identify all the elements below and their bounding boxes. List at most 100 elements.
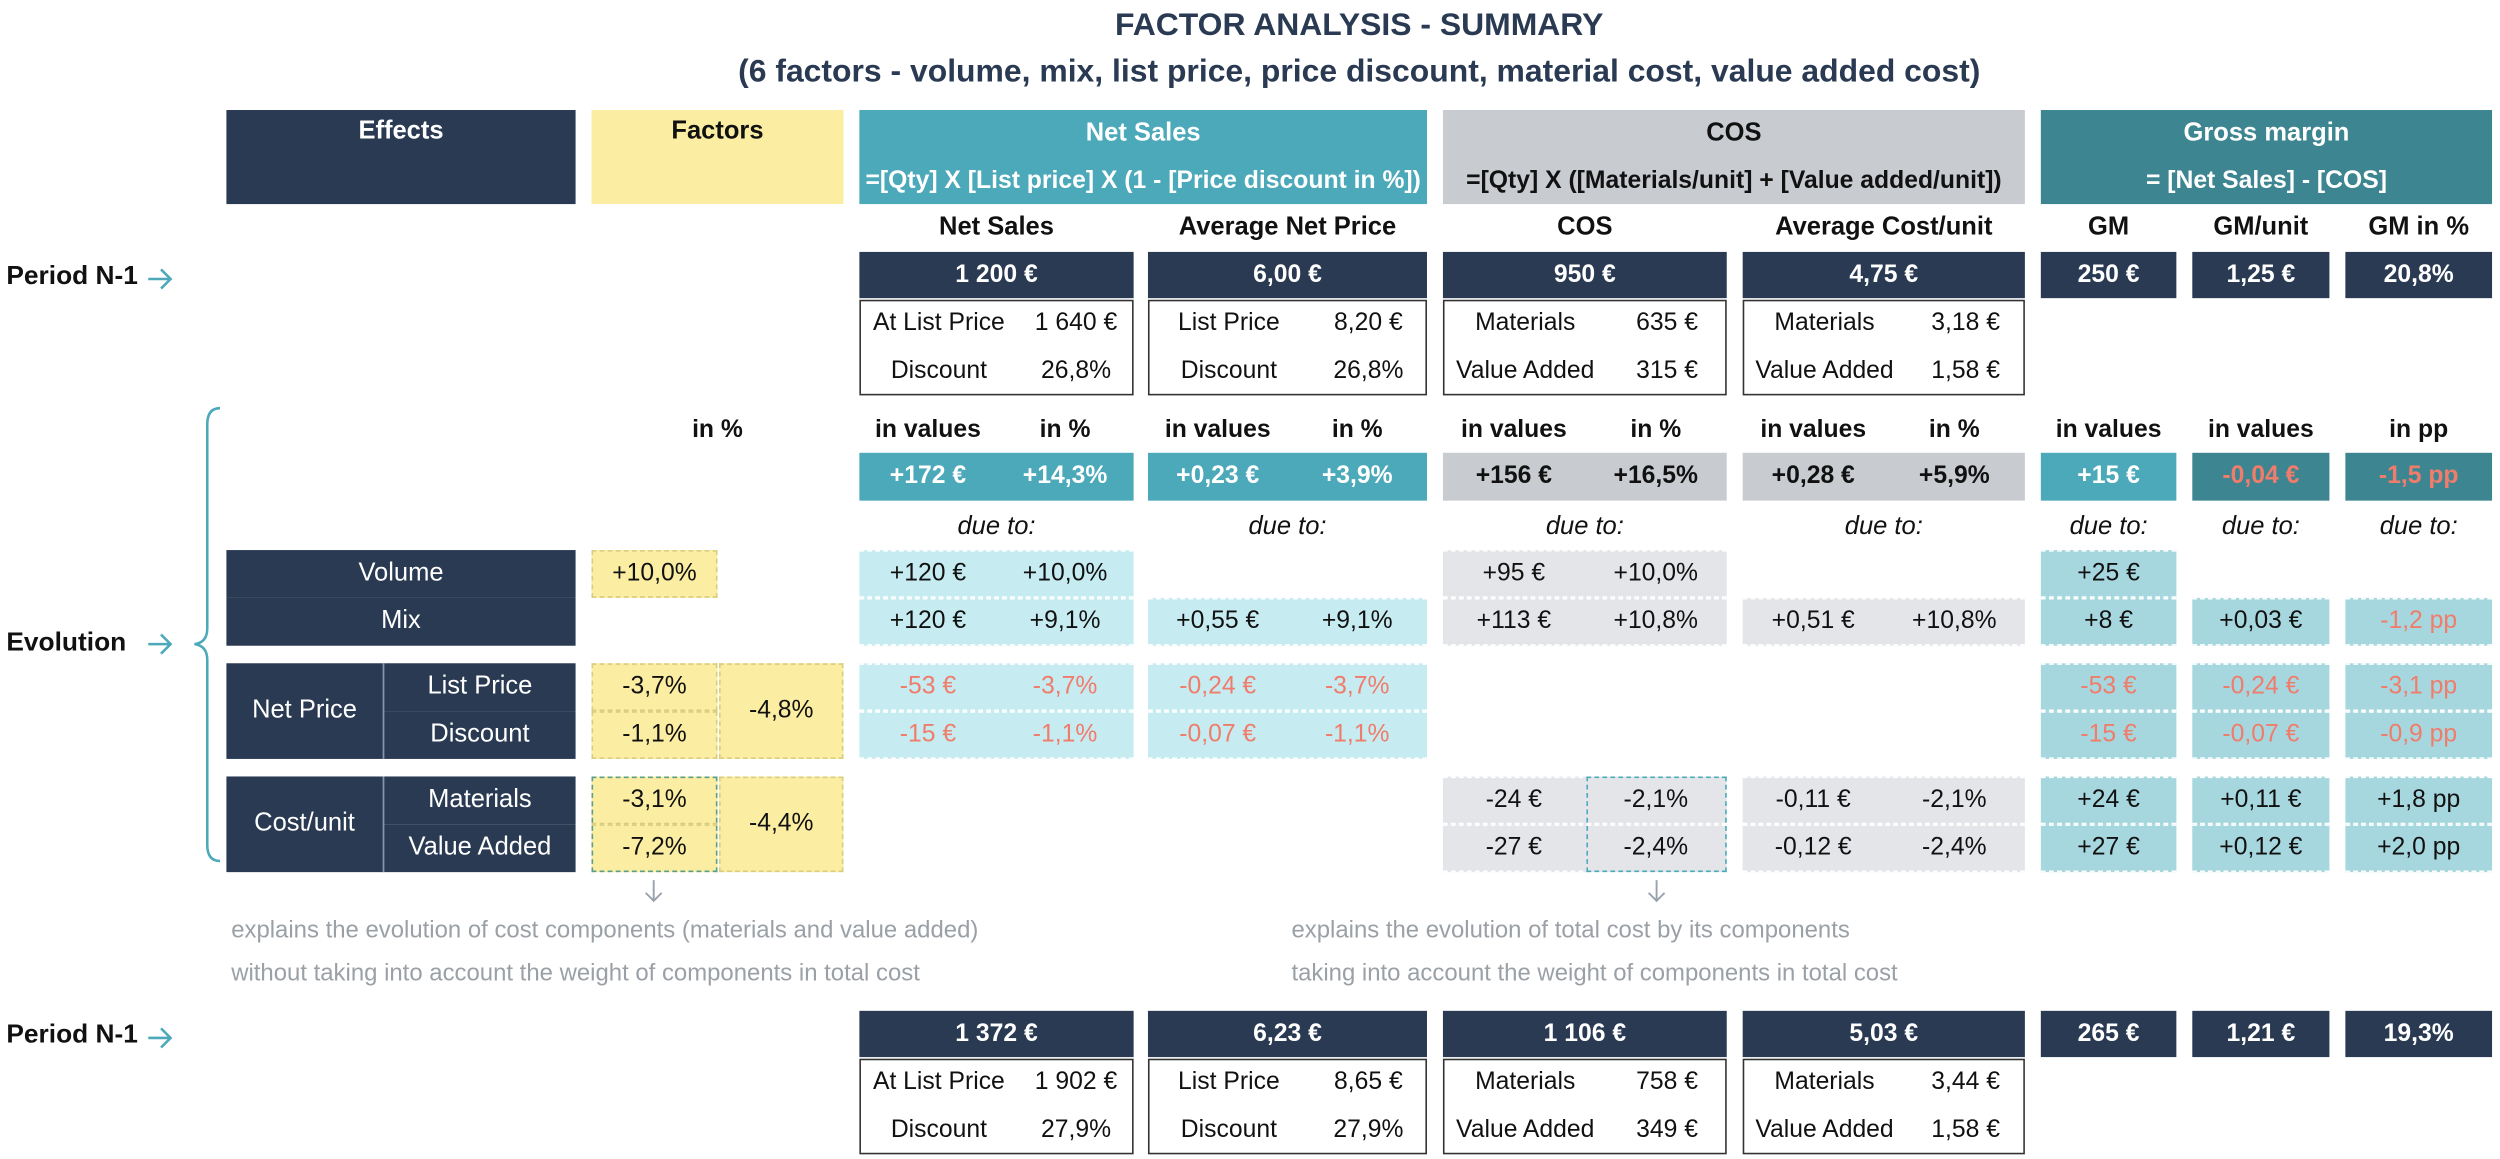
value-bg [859, 711, 1134, 759]
unit-label: in values [1460, 416, 1567, 444]
evolution-total: +0,28 € [1771, 462, 1855, 490]
subtitle: (6 factors - volume, mix, list price, pr… [738, 53, 1981, 89]
effect-value: -3,1 pp [2380, 672, 2458, 700]
value-bg [1442, 550, 1727, 598]
arrows [148, 268, 221, 1049]
detail-frame [1147, 299, 1427, 396]
total: 5,03 € [1742, 1010, 2025, 1058]
effect-value: +0,51 € [1771, 607, 1855, 635]
detail-label: List Price [1178, 1068, 1280, 1096]
effect-value: +0,03 € [2219, 607, 2303, 635]
detail-label: List Price [1178, 309, 1280, 337]
period-label: Period N-1 [6, 260, 138, 290]
detail-label: At List Price [872, 1068, 1005, 1096]
total: 265 € [2040, 1010, 2177, 1058]
value-bg [2345, 711, 2493, 759]
evolution-total: +3,9% [1321, 462, 1393, 490]
detail-frame [1442, 1058, 1727, 1155]
detail-value: 8,65 € [1334, 1068, 1403, 1096]
effect-value: -2,4% [1922, 833, 1987, 861]
evolution-total: +0,23 € [1176, 462, 1260, 490]
header-title: Net Sales [1085, 119, 1201, 147]
detail-frame [859, 299, 1134, 396]
detail-value: 1,58 € [1931, 357, 2000, 385]
header-title: Gross margin [2183, 119, 2350, 147]
detail-value: 26,8% [1333, 357, 1404, 385]
header-bg [2040, 110, 2493, 205]
total-bg [2192, 452, 2330, 501]
detail-value: 8,20 € [1334, 309, 1403, 337]
effect-label: Discount [430, 720, 530, 748]
note: explains the evolution of total cost by … [1291, 915, 1850, 944]
value-bg [2040, 711, 2177, 759]
title: FACTOR ANALYSIS - SUMMARY [1115, 7, 1604, 43]
value-bg [2192, 776, 2330, 825]
total-bg [2040, 452, 2177, 501]
effect-bg [384, 776, 576, 825]
unit-label: in % [1928, 416, 1980, 444]
detail-value: 1,58 € [1931, 1116, 2000, 1144]
value-bg [1442, 597, 1727, 646]
evolution-total: +5,9% [1918, 462, 1990, 490]
effect-bg [384, 711, 576, 759]
evolution-label: Evolution [6, 627, 127, 657]
effect-label: List Price [427, 672, 533, 700]
detail-value: 27,9% [1333, 1116, 1404, 1144]
value-bg [1742, 776, 2025, 825]
factor: -3,7% [591, 663, 718, 712]
header-formula: = [Net Sales] - [COS] [2145, 167, 2387, 195]
arrow [148, 633, 173, 655]
total-bg [1742, 452, 2025, 501]
effect-value: -0,12 € [1774, 833, 1852, 861]
group-label: Net Price [226, 663, 385, 759]
value-bg [1442, 824, 1727, 873]
detail-label: Discount [890, 357, 987, 385]
value-bg [2345, 663, 2493, 712]
effect-value: +120 € [889, 559, 967, 587]
effect-label: Volume [358, 559, 444, 587]
value-bg [2345, 776, 2493, 825]
detail-frame [1442, 299, 1727, 396]
total-bg [2345, 452, 2493, 501]
effect-value: -2,1% [1623, 786, 1689, 814]
group-factor: -4,4% [719, 776, 844, 873]
unit-label: in pp [2389, 416, 2449, 444]
column-name: COS [1557, 213, 1613, 241]
due-to: due to: [957, 513, 1036, 541]
value-bg [1742, 824, 2025, 873]
effect-value: +10,0% [1022, 559, 1108, 587]
total: 1,25 € [2192, 251, 2330, 299]
bracket [194, 406, 221, 863]
effect-value: -15 € [2080, 720, 2137, 748]
effect-bg [384, 824, 576, 873]
evolution-total: -0,04 € [2222, 462, 2300, 490]
arrow [148, 268, 173, 290]
column-name: GM/unit [2213, 213, 2309, 241]
effect-value: -0,24 € [2222, 672, 2300, 700]
effect-value: +120 € [889, 607, 967, 635]
effect-value: +9,1% [1321, 607, 1393, 635]
header-title: COS [1706, 119, 1762, 147]
effect-value: +2,0 pp [2377, 833, 2461, 861]
total: 20,8% [2345, 251, 2493, 299]
period-label: Period N-1 [6, 1019, 138, 1049]
factors-header: Factors [591, 110, 844, 205]
total: 1 200 € [859, 251, 1134, 299]
due-to: due to: [1844, 513, 1923, 541]
unit-label: in % [1039, 416, 1091, 444]
effect-label: Materials [428, 786, 532, 814]
arrow [148, 1027, 173, 1049]
total: 1 372 € [859, 1010, 1134, 1058]
effect-value: -0,24 € [1179, 672, 1257, 700]
detail-value: 635 € [1636, 309, 1699, 337]
header-bg [859, 110, 1427, 205]
unit-label: in % [692, 416, 743, 444]
header-formula: =[Qty] X [List price] X (1 - [Price disc… [865, 167, 1421, 195]
value-bg [1442, 776, 1727, 825]
effect-value: +10,8% [1613, 607, 1699, 635]
total-bg [1442, 452, 1727, 501]
value-bg [2040, 824, 2177, 873]
unit-label: in values [875, 416, 981, 444]
